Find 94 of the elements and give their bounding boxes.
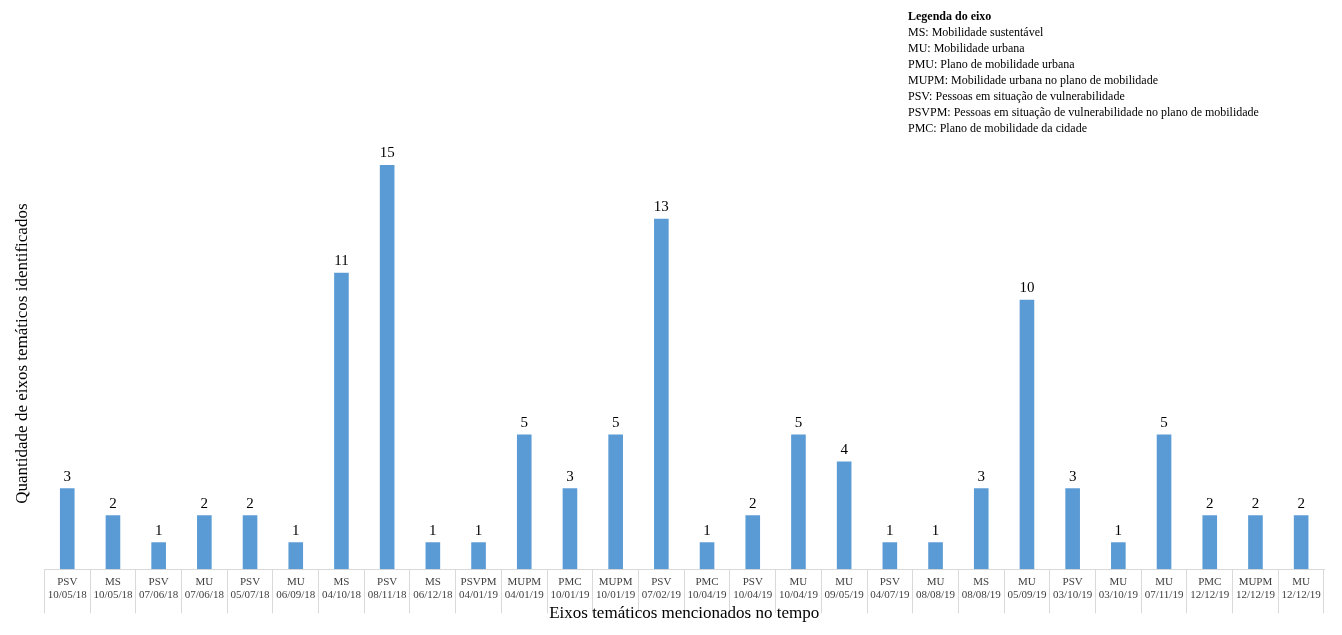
bar (1248, 515, 1263, 570)
data-label: 11 (334, 252, 349, 269)
data-label: 2 (200, 494, 209, 511)
data-label: 2 (1251, 494, 1260, 511)
bar (425, 542, 441, 570)
x-tick-label: PSV 05/07/18 (230, 574, 271, 600)
x-tick-label: MU 06/09/18 (276, 574, 316, 600)
x-tick-label: PSV 10/04/19 (733, 574, 773, 600)
text: PSV: Pessoas em situação de vulnerabilidade (908, 88, 1126, 104)
bar (242, 515, 258, 570)
x-tick-label: MUPM 12/12/19 (1235, 574, 1276, 600)
x-tick-label: MU 07/11/19 (1144, 574, 1184, 600)
bar (1111, 542, 1126, 570)
bar (699, 542, 715, 570)
x-tick-label: MUPM 10/01/19 (596, 574, 636, 600)
data-label: 1 (429, 521, 437, 538)
y-axis-title: Quantidade de eixos temáticos identificados (11, 203, 31, 504)
x-tick-label: PSV 10/05/18 (47, 574, 88, 600)
bar (928, 542, 943, 570)
data-label: 3 (63, 467, 71, 484)
x-tick-label: MU 12/12/19 (1281, 574, 1322, 600)
x-tick-label: MU 03/10/19 (1098, 574, 1139, 600)
text: PMC: Plano de mobilidade da cidade (908, 120, 1088, 136)
x-tick-label: MS 08/08/19 (961, 574, 1002, 600)
x-tick-label: PMC 10/04/19 (687, 574, 728, 600)
data-label: 2 (1297, 494, 1305, 511)
bar (516, 434, 532, 570)
data-label: 1 (931, 521, 940, 538)
data-label: 2 (109, 494, 117, 511)
x-tick-label: PMC 12/12/19 (1190, 574, 1230, 600)
x-tick-label: PSV 08/11/18 (367, 574, 407, 600)
bar (882, 542, 898, 570)
bar (59, 488, 75, 570)
text: MU: Mobilidade urbana (908, 40, 1026, 56)
bar (973, 488, 989, 570)
data-label: 1 (292, 521, 300, 538)
data-label: 10 (1019, 279, 1035, 296)
x-tick-label: MU 07/06/18 (184, 574, 225, 600)
x-tick-label: MU 08/08/19 (915, 574, 956, 600)
data-label: 1 (886, 521, 894, 538)
data-label: 5 (794, 413, 803, 430)
bar (334, 272, 349, 570)
data-label: 3 (1068, 467, 1077, 484)
bar (288, 542, 304, 570)
data-label: 13 (653, 198, 669, 215)
x-tick-label: MUPM 04/01/19 (504, 574, 545, 600)
x-tick-label: PSVPM 04/01/19 (458, 574, 499, 600)
data-label: 1 (474, 521, 483, 538)
data-label: 1 (154, 521, 163, 538)
x-tick-label: PMC 10/01/19 (550, 574, 590, 600)
data-label: 3 (977, 467, 985, 484)
bar (1019, 299, 1035, 570)
bar (151, 542, 166, 570)
legend-title: Legenda do eixo (908, 8, 993, 24)
bar (608, 434, 623, 570)
text: PSVPM: Pessoas em situação de vulnerabilidade no plano de mobilidade (908, 104, 1259, 120)
text: MS: Mobilidade sustentável (908, 24, 1045, 40)
bar (197, 515, 212, 570)
bar (745, 515, 761, 570)
bar (379, 164, 395, 570)
data-label: 3 (566, 467, 574, 484)
bar (654, 218, 669, 570)
bar (105, 515, 121, 570)
x-tick-label: PSV 03/10/19 (1053, 574, 1093, 600)
bar (1293, 515, 1309, 570)
data-label: 1 (1114, 521, 1123, 538)
data-label: 1 (703, 521, 711, 538)
bar (471, 542, 486, 570)
bar (836, 461, 852, 570)
text: PMU: Plano de mobilidade urbana (908, 56, 1076, 72)
bar (1065, 488, 1080, 570)
x-tick-label: PSV 07/06/18 (139, 574, 179, 600)
x-tick-label: MU 09/05/19 (824, 574, 865, 600)
data-label: 2 (749, 494, 757, 511)
bar (1156, 434, 1172, 570)
x-tick-label: MS 10/05/18 (93, 574, 133, 600)
data-label: 2 (246, 494, 254, 511)
bar (562, 488, 578, 570)
data-label: 5 (611, 413, 620, 430)
data-label: 15 (379, 144, 395, 161)
x-tick-label: PSV 04/07/19 (870, 574, 910, 600)
data-label: 5 (1160, 413, 1168, 430)
data-label: 5 (520, 413, 528, 430)
bar (791, 434, 806, 570)
x-tick-label: MU 10/04/19 (778, 574, 819, 600)
data-label: 2 (1206, 494, 1214, 511)
data-label: 4 (840, 440, 849, 457)
bar (1202, 515, 1218, 570)
text: MUPM: Mobilidade urbana no plano de mobilidade (908, 72, 1159, 88)
x-tick-label: MU 05/09/19 (1007, 574, 1047, 600)
x-tick-label: MS 04/10/18 (321, 574, 362, 600)
x-tick-label: PSV 07/02/19 (641, 574, 682, 600)
x-axis-title: Eixos temáticos mencionados no tempo (549, 603, 820, 623)
x-tick-label: MS 06/12/18 (413, 574, 453, 600)
